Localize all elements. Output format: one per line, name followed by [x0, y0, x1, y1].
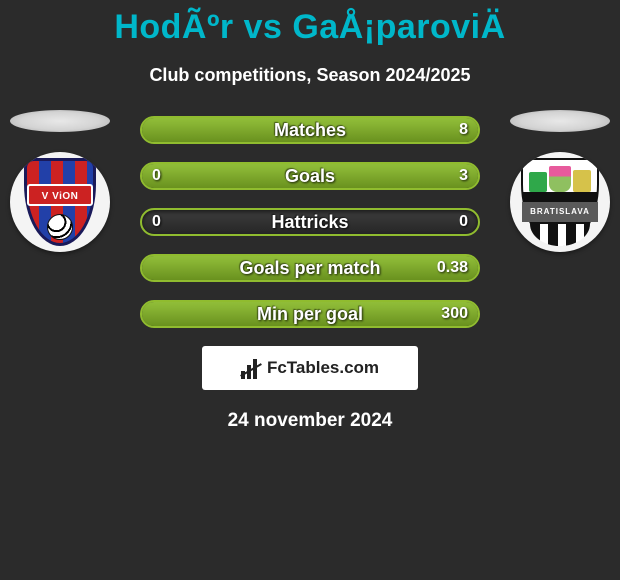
stage: V ViON BRATISLAVA Matches80Goals30Hattri… [0, 116, 620, 328]
stat-label: Goals per match [142, 256, 478, 280]
stat-label: Min per goal [142, 302, 478, 326]
team-right-crest: BRATISLAVA [510, 152, 610, 252]
team-right-shadow [510, 110, 610, 132]
stat-label: Matches [142, 118, 478, 142]
team-left-crest: V ViON [10, 152, 110, 252]
team-left: V ViON [10, 110, 110, 252]
date: 24 november 2024 [0, 410, 620, 432]
football-icon [47, 214, 73, 240]
page-title: HodÃºr vs GaÅ¡paroviÄ [0, 0, 620, 47]
stat-bar: 0Hattricks0 [140, 208, 480, 236]
team-right-stripes [530, 224, 590, 246]
stat-label: Hattricks [142, 210, 478, 234]
stat-bar: Matches8 [140, 116, 480, 144]
stat-bar: Min per goal300 [140, 300, 480, 328]
team-left-shadow [10, 110, 110, 132]
stat-value-right: 3 [459, 164, 468, 188]
stat-bar: Goals per match0.38 [140, 254, 480, 282]
brand-text: FcTables.com [267, 358, 379, 378]
stat-value-right: 8 [459, 118, 468, 142]
stat-value-right: 0.38 [437, 256, 468, 280]
stat-label: Goals [142, 164, 478, 188]
team-right: BRATISLAVA [510, 110, 610, 252]
stat-value-right: 0 [459, 210, 468, 234]
stat-value-right: 300 [441, 302, 468, 326]
stat-bars: Matches80Goals30Hattricks0Goals per matc… [140, 116, 480, 328]
chart-icon [241, 357, 263, 379]
subtitle: Club competitions, Season 2024/2025 [0, 65, 620, 86]
team-right-top-icons [525, 160, 595, 192]
brand-box: FcTables.com [202, 346, 418, 390]
team-left-badge: V ViON [27, 184, 93, 206]
team-right-badge: BRATISLAVA [522, 202, 598, 222]
infographic-root: HodÃºr vs GaÅ¡paroviÄ Club competitions,… [0, 0, 620, 432]
stat-bar: 0Goals3 [140, 162, 480, 190]
